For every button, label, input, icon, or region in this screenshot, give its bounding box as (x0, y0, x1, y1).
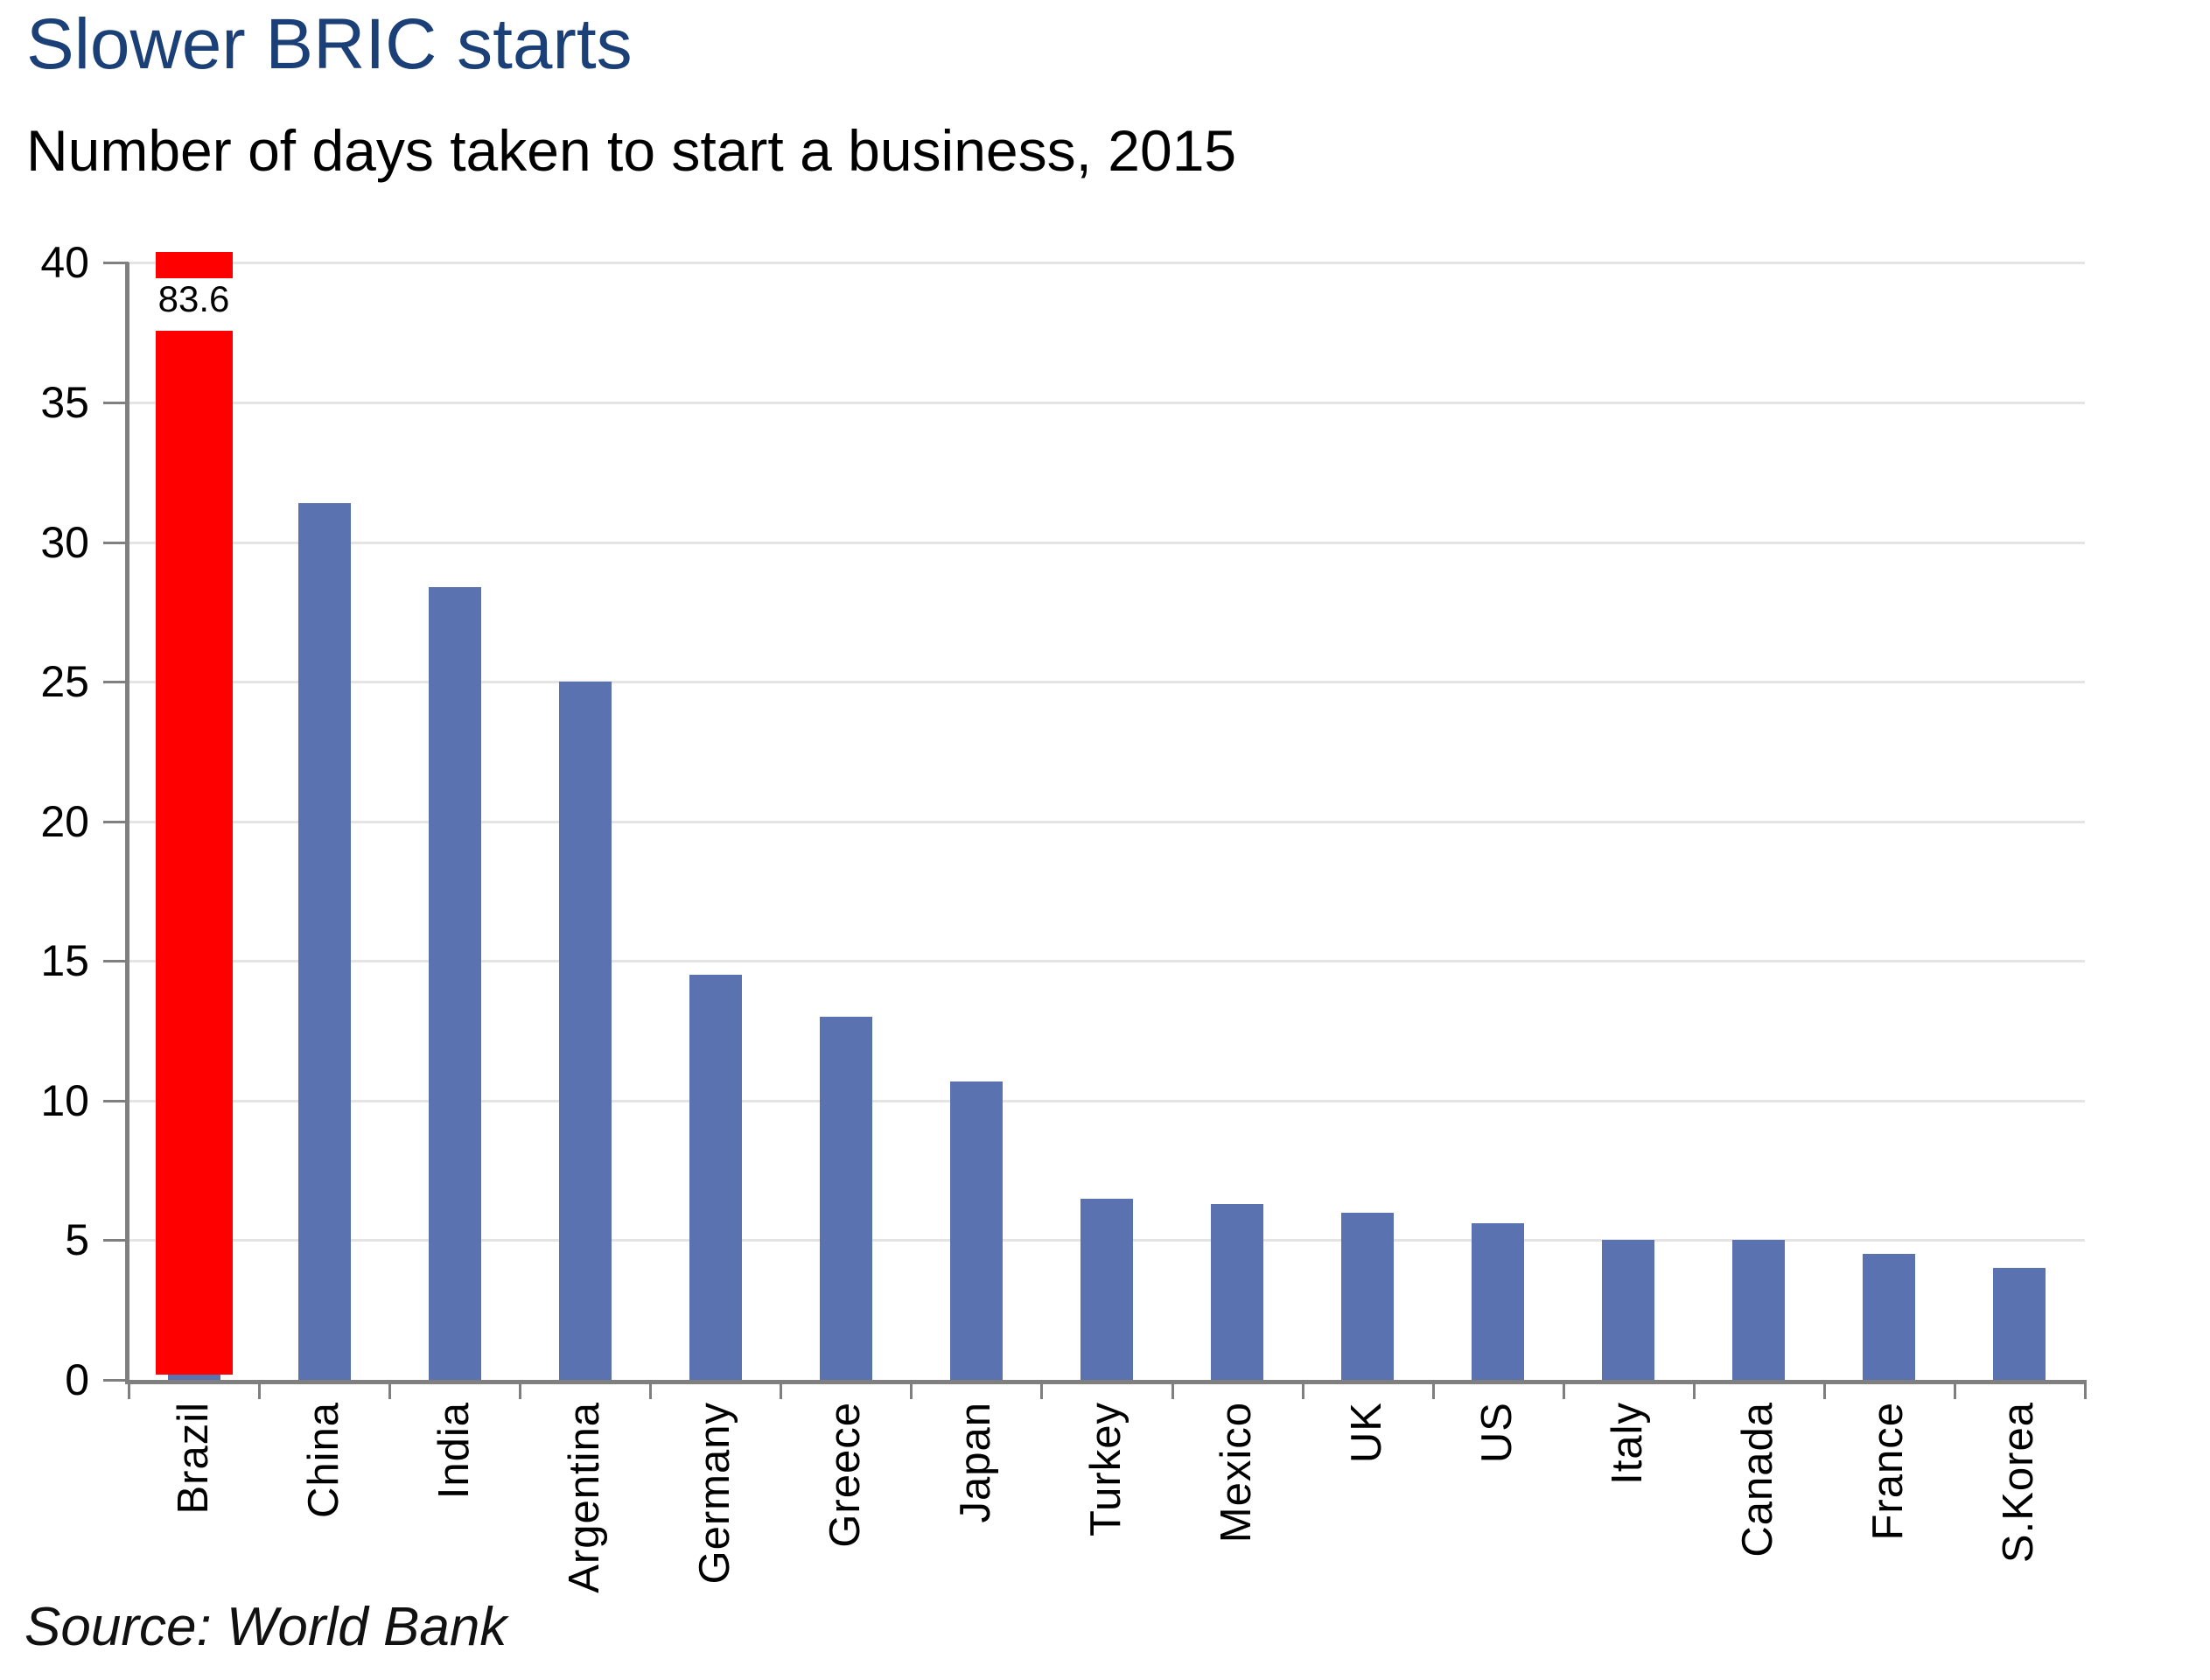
x-axis-label-brazil: Brazil (169, 1402, 217, 1515)
x-axis-line (125, 1380, 2085, 1384)
bar-china (297, 502, 351, 1380)
y-axis-tick (103, 402, 129, 404)
x-axis-tick (258, 1380, 262, 1399)
bar-italy (1602, 1240, 1655, 1380)
x-axis-label-canada: Canada (1734, 1402, 1782, 1558)
y-axis-tick (103, 1099, 129, 1102)
source-caption: Source: World Bank (24, 1597, 507, 1657)
x-axis-label-china: China (299, 1402, 347, 1519)
x-axis-label-s-korea: S.Korea (1995, 1402, 2043, 1564)
gridline (129, 681, 2085, 684)
y-axis-tick-label: 0 (65, 1355, 89, 1404)
bar-turkey (1081, 1198, 1133, 1380)
bar-brazil-cap (155, 252, 233, 278)
x-axis-label-mexico: Mexico (1213, 1402, 1261, 1544)
y-axis-tick-label: 30 (40, 517, 89, 567)
bar-japan (949, 1081, 1003, 1380)
x-axis-tick (1040, 1380, 1044, 1399)
x-axis-label-germany: Germany (690, 1402, 738, 1585)
bar-india (428, 586, 481, 1380)
x-axis-tick (1562, 1380, 1565, 1399)
x-axis-tick (649, 1380, 653, 1399)
x-axis-tick (128, 1380, 130, 1399)
bar-canada (1732, 1240, 1786, 1380)
x-axis-label-japan: Japan (951, 1402, 999, 1523)
y-axis-tick (103, 262, 129, 265)
bar-mexico (1211, 1203, 1264, 1380)
bar-s-korea (1993, 1268, 2046, 1380)
y-axis-tick-label: 15 (40, 936, 89, 986)
bar-brazil-main (155, 331, 233, 1375)
x-axis-tick (910, 1380, 913, 1399)
x-axis-label-us: US (1473, 1402, 1521, 1464)
x-axis-tick (780, 1380, 783, 1399)
bar-uk (1341, 1212, 1395, 1380)
y-axis-tick-label: 20 (40, 796, 89, 846)
gridline (129, 541, 2085, 544)
x-axis-label-greece: Greece (821, 1402, 869, 1548)
y-axis-tick (103, 681, 129, 684)
y-axis-tick-label: 35 (40, 378, 89, 427)
x-axis-label-argentina: Argentina (560, 1402, 608, 1593)
x-axis-tick (1301, 1380, 1304, 1399)
x-axis-tick (1822, 1380, 1826, 1399)
bar-value-label: 83.6 (157, 278, 230, 319)
bar-brazil-base (167, 1374, 220, 1380)
x-axis-label-turkey: Turkey (1082, 1402, 1129, 1536)
bar-france (1863, 1254, 1916, 1380)
x-axis-tick (519, 1380, 522, 1399)
x-axis-label-france: France (1864, 1402, 1913, 1541)
x-axis-tick (1431, 1380, 1435, 1399)
x-axis-tick (1692, 1380, 1696, 1399)
gridline (129, 960, 2085, 963)
gridline (129, 402, 2085, 404)
bar-us (1472, 1223, 1525, 1380)
y-axis-tick (103, 820, 129, 823)
x-axis-label-india: India (430, 1402, 478, 1500)
x-axis-tick (1953, 1380, 1956, 1399)
y-axis-tick (103, 1239, 129, 1242)
y-axis-tick-label: 25 (40, 657, 89, 707)
bar-germany (689, 975, 742, 1380)
bar-argentina (558, 682, 612, 1380)
y-axis-tick-label: 10 (40, 1075, 89, 1125)
chart-title: Slower BRIC starts (26, 4, 633, 84)
x-axis-label-uk: UK (1343, 1402, 1391, 1464)
gridline (129, 262, 2085, 265)
y-axis-tick (103, 541, 129, 544)
x-axis-tick (1171, 1380, 1174, 1399)
y-axis-tick-label: 5 (65, 1215, 89, 1265)
chart-subtitle: Number of days taken to start a business… (26, 118, 1237, 183)
x-axis-tick (388, 1380, 392, 1399)
y-axis-tick-label: 40 (40, 238, 89, 288)
y-axis-tick (103, 1379, 129, 1382)
y-axis-tick (103, 960, 129, 963)
x-axis-tick (2084, 1380, 2087, 1399)
x-axis-label-italy: Italy (1604, 1402, 1652, 1485)
gridline (129, 1099, 2085, 1102)
gridline (129, 820, 2085, 823)
bar-greece (819, 1017, 872, 1380)
